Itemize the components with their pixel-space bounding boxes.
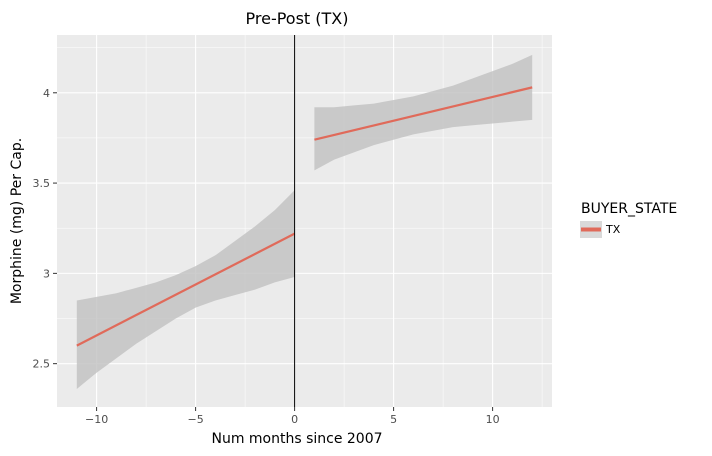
- x-tick-label: 10: [486, 413, 500, 426]
- legend-label-tx: TX: [605, 223, 621, 236]
- x-tick-label: −5: [187, 413, 203, 426]
- series-lines: [76, 86, 533, 347]
- y-axis-ticks: 2.5 3 3.5 4: [33, 87, 57, 371]
- y-tick-label: 3.5: [33, 177, 51, 190]
- y-axis-label: Morphine (mg) Per Cap.: [9, 138, 25, 304]
- legend-title: BUYER_STATE: [581, 201, 677, 217]
- series-line-tx-segment-1: [76, 232, 296, 347]
- y-tick-label: 2.5: [33, 358, 51, 371]
- y-tick-label: 3: [43, 267, 50, 280]
- chart-title: Pre-Post (TX): [246, 9, 349, 28]
- x-tick-label: −10: [85, 413, 108, 426]
- x-tick-label: 0: [291, 413, 298, 426]
- x-axis-label: Num months since 2007: [211, 431, 382, 447]
- series-line-tx-segment-2: [314, 86, 533, 141]
- y-tick-label: 4: [43, 87, 50, 100]
- legend: BUYER_STATE TX: [580, 201, 677, 238]
- x-axis-ticks: −10 −5 0 5 10: [85, 407, 500, 426]
- x-tick-label: 5: [390, 413, 397, 426]
